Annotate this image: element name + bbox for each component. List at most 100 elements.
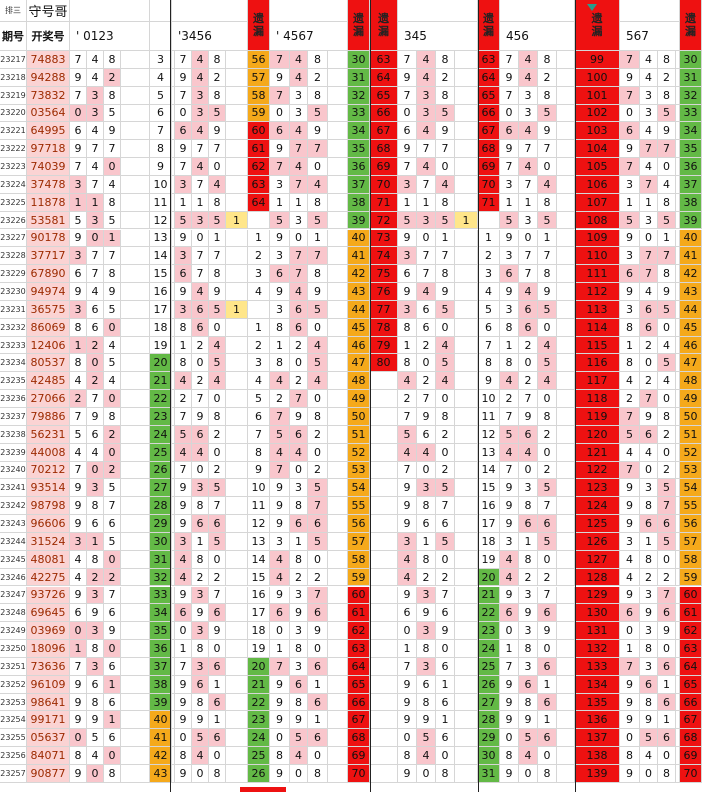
digit: 0 bbox=[104, 390, 121, 408]
filter-arrow[interactable] bbox=[587, 4, 597, 11]
omission-count: 61 bbox=[348, 604, 370, 623]
digit: 9 bbox=[519, 604, 538, 623]
digit: 6 bbox=[640, 300, 658, 319]
digit: 7 bbox=[658, 140, 676, 159]
digit: 6 bbox=[640, 515, 658, 533]
hit-mark bbox=[455, 747, 478, 765]
omission-count: 131 bbox=[575, 622, 620, 641]
omission-count: 128 bbox=[575, 568, 620, 587]
digit: 1 bbox=[175, 640, 192, 658]
digit: 4 bbox=[308, 372, 328, 391]
omission-count: 101 bbox=[575, 86, 620, 105]
digit: 9 bbox=[500, 68, 519, 87]
digit: 0 bbox=[104, 318, 121, 337]
digit: 1 bbox=[538, 711, 557, 730]
blank-cell bbox=[557, 693, 575, 712]
omission-count: 56 bbox=[248, 51, 270, 69]
blank-cell bbox=[557, 443, 575, 462]
omission-count: 57 bbox=[248, 68, 270, 87]
digit: 0 bbox=[658, 158, 676, 176]
hit-mark: 1 bbox=[226, 211, 248, 230]
digit: 4 bbox=[209, 175, 226, 194]
digit: 0 bbox=[658, 550, 676, 569]
omission-count: 118 bbox=[575, 390, 620, 408]
hit-mark bbox=[226, 604, 248, 623]
digit: 6 bbox=[658, 657, 676, 676]
digit: 0 bbox=[538, 158, 557, 176]
digit: 0 bbox=[175, 104, 192, 123]
omission-count: 61 bbox=[248, 140, 270, 159]
omission-count: 14 bbox=[248, 550, 270, 569]
digit: 9 bbox=[70, 515, 87, 533]
hit-mark bbox=[455, 729, 478, 748]
omission-count: 40 bbox=[680, 229, 702, 248]
digit: 9 bbox=[500, 586, 519, 605]
hit-mark bbox=[455, 122, 478, 141]
digit: 0 bbox=[175, 622, 192, 641]
digit: 4 bbox=[538, 336, 557, 355]
blank-cell bbox=[121, 425, 150, 444]
blank-cell bbox=[172, 51, 175, 69]
digit: 9 bbox=[658, 122, 676, 141]
omission-count bbox=[370, 604, 398, 623]
digit: 3 bbox=[290, 211, 308, 230]
omission-count: 62 bbox=[348, 622, 370, 641]
digit: 9 bbox=[398, 765, 417, 783]
blank-cell bbox=[557, 193, 575, 212]
hit-mark bbox=[226, 140, 248, 159]
blank-cell bbox=[676, 336, 680, 355]
blank-cell bbox=[328, 265, 348, 284]
blank-cell bbox=[328, 300, 348, 319]
omission-count: 39 bbox=[150, 693, 172, 712]
digit: 1 bbox=[417, 532, 436, 551]
omission-count: 123 bbox=[575, 479, 620, 498]
digit: 8 bbox=[87, 550, 104, 569]
omission-count: 11 bbox=[150, 193, 172, 212]
digit: 8 bbox=[290, 550, 308, 569]
digit: 1 bbox=[398, 193, 417, 212]
omission-count: 18 bbox=[248, 622, 270, 641]
omission-count: 133 bbox=[575, 657, 620, 676]
draw-number: 36575 bbox=[27, 300, 70, 319]
digit: 6 bbox=[209, 693, 226, 712]
digit: 4 bbox=[87, 158, 104, 176]
omission-count: 21 bbox=[248, 675, 270, 694]
digit: 6 bbox=[398, 122, 417, 141]
digit: 5 bbox=[104, 354, 121, 373]
omission-count: 135 bbox=[575, 693, 620, 712]
digit: 8 bbox=[87, 497, 104, 516]
blank-cell bbox=[172, 479, 175, 498]
digit: 7 bbox=[538, 140, 557, 159]
digit: 4 bbox=[640, 122, 658, 141]
omission-count bbox=[370, 497, 398, 516]
header-cell bbox=[150, 22, 172, 51]
digit: 3 bbox=[290, 104, 308, 123]
digit: 4 bbox=[192, 51, 209, 69]
digit: 9 bbox=[270, 675, 290, 694]
digit: 3 bbox=[620, 300, 640, 319]
digit: 0 bbox=[538, 390, 557, 408]
digit: 8 bbox=[209, 265, 226, 284]
digit: 7 bbox=[436, 247, 455, 266]
blank-cell bbox=[121, 104, 150, 123]
digit: 8 bbox=[436, 765, 455, 783]
blank-cell bbox=[172, 390, 175, 408]
omission-count: 116 bbox=[575, 354, 620, 373]
digit: 4 bbox=[436, 372, 455, 391]
digit: 9 bbox=[500, 693, 519, 712]
digit: 5 bbox=[270, 211, 290, 230]
digit: 2 bbox=[192, 568, 209, 587]
omission-count: 67 bbox=[478, 122, 500, 141]
omission-count: 35 bbox=[150, 622, 172, 641]
digit: 1 bbox=[209, 711, 226, 730]
digit: 4 bbox=[87, 283, 104, 301]
digit: 9 bbox=[104, 622, 121, 641]
blank-cell bbox=[557, 211, 575, 230]
digit: 5 bbox=[658, 300, 676, 319]
digit: 0 bbox=[209, 747, 226, 765]
omission-count: 19 bbox=[478, 550, 500, 569]
omission-count: 48 bbox=[680, 372, 702, 391]
digit: 2 bbox=[519, 336, 538, 355]
blank-cell bbox=[557, 140, 575, 159]
omission-count: 21 bbox=[478, 586, 500, 605]
